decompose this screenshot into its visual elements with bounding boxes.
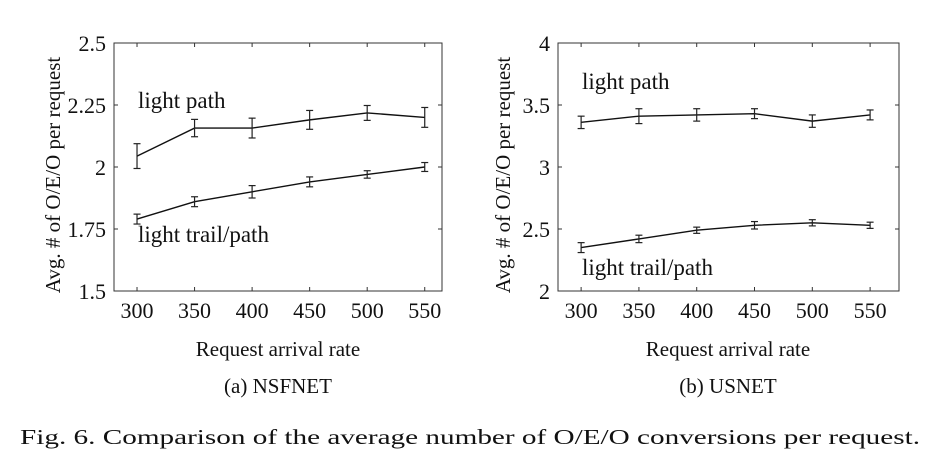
x-tick-label: 300 xyxy=(121,298,154,323)
series-annotation: light trail/path xyxy=(138,222,269,247)
series-annotation: light trail/path xyxy=(582,255,713,280)
x-tick-label: 450 xyxy=(293,298,326,323)
series-line-light-path xyxy=(581,112,871,124)
x-tick-label: 550 xyxy=(854,298,887,323)
x-tick-label: 400 xyxy=(236,298,269,323)
y-tick-label: 4 xyxy=(539,31,550,56)
chart-usnet: 300 350 400 450 500 550 2 2.5 3 3.5 4 Request arriv… xyxy=(491,31,900,398)
y-tick-label: 3 xyxy=(539,155,550,180)
subcaption: (a) NSFNET xyxy=(224,374,332,398)
x-tick-label: 400 xyxy=(680,298,713,323)
figure-caption: Fig. 6. Comparison of the average number… xyxy=(20,425,920,449)
y-axis-label: Avg. # of O/E/O per request xyxy=(491,57,515,294)
x-tick-label: 350 xyxy=(622,298,655,323)
y-tick-label: 1.5 xyxy=(79,279,107,304)
chart-nsfnet: 300 350 400 450 500 550 1.5 1.75 2 2.25 2.5 Request… xyxy=(41,31,443,398)
y-tick-label: 2 xyxy=(95,155,106,180)
series-line-light-trail-path xyxy=(136,166,425,220)
y-tick-label: 1.75 xyxy=(68,217,107,242)
x-axis-label: Request arrival rate xyxy=(646,337,810,361)
x-tick-label: 300 xyxy=(565,298,598,323)
y-tick-label: 2.5 xyxy=(79,31,107,56)
series-line-light-trail-path xyxy=(581,222,871,249)
y-tick-label: 3.5 xyxy=(523,93,551,118)
x-tick-label: 500 xyxy=(351,298,384,323)
x-tick-label: 350 xyxy=(178,298,211,323)
series-line-light-path xyxy=(136,112,425,157)
series-annotation: light path xyxy=(582,69,670,94)
y-tick-label: 2.5 xyxy=(523,217,551,242)
y-axis-label: Avg. # of O/E/O per request xyxy=(41,57,65,294)
x-tick-label: 450 xyxy=(738,298,771,323)
x-tick-label: 500 xyxy=(796,298,829,323)
x-axis-label: Request arrival rate xyxy=(196,337,360,361)
series-annotation: light path xyxy=(138,88,226,113)
x-tick-label: 550 xyxy=(408,298,441,323)
subcaption: (b) USNET xyxy=(679,374,777,398)
y-tick-label: 2.25 xyxy=(68,93,107,118)
y-tick-label: 2 xyxy=(539,279,550,304)
plot-frame xyxy=(113,42,443,292)
